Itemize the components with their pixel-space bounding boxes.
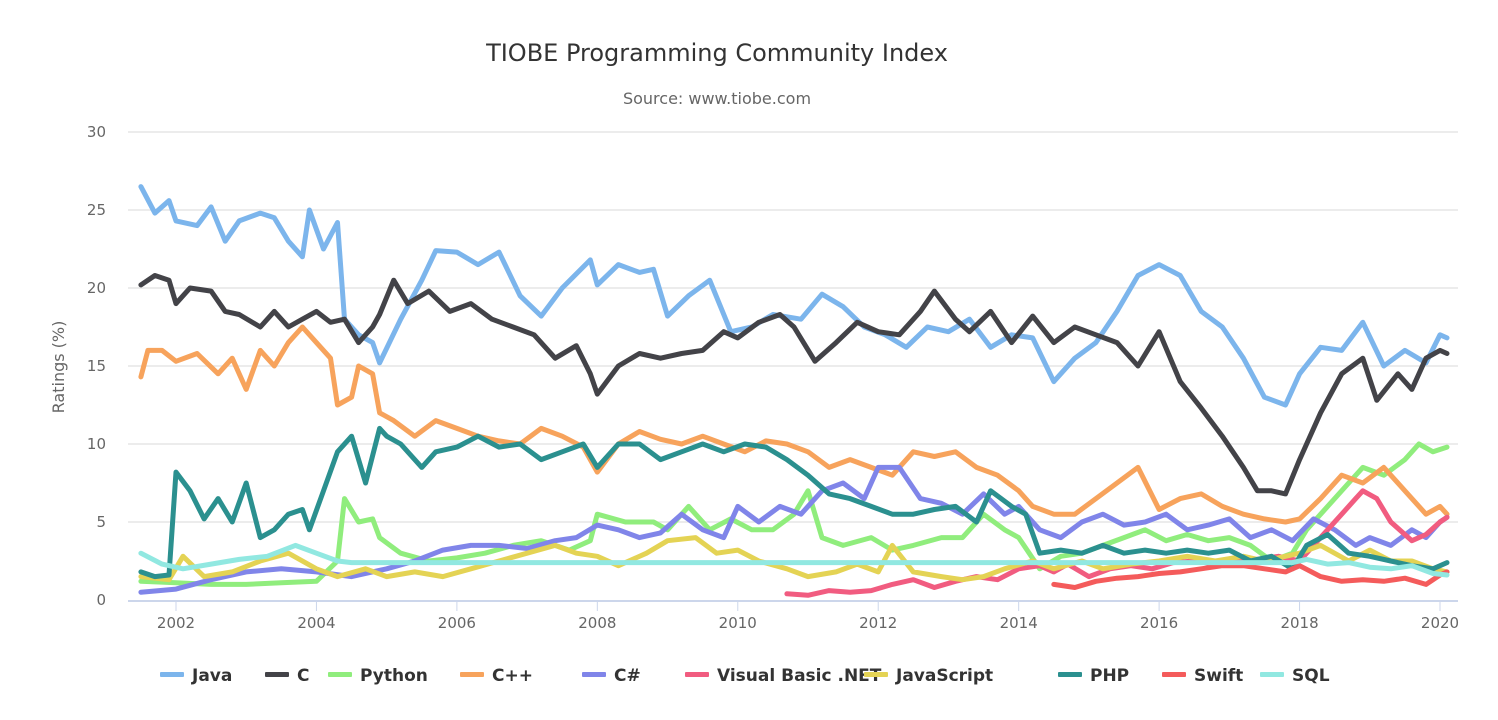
legend-item-c[interactable]: C++ [460,666,533,686]
legend-label: Swift [1194,666,1243,686]
x-tick-label: 2012 [859,614,897,632]
x-tick-label: 2010 [719,614,757,632]
legend-label: C [297,666,309,686]
chart-subtitle: Source: www.tiobe.com [623,89,811,108]
y-tick-label: 0 [96,591,106,609]
legend-swatch [1162,672,1186,677]
legend-swatch [328,672,352,677]
y-tick-label: 30 [87,123,106,141]
legend-label: SQL [1292,666,1330,686]
legend-swatch [864,672,888,677]
legend: Java C Python C++ C# Visual Basic .NET JavaScr… [160,666,1330,686]
legend-item-php[interactable]: PHP [1058,666,1129,686]
y-tick-label: 5 [96,513,106,531]
series-line-java[interactable] [138,184,1450,408]
legend-label: PHP [1090,666,1129,686]
legend-label: Python [360,666,428,686]
legend-label: C# [614,666,641,686]
legend-label: JavaScript [895,666,993,686]
y-tick-label: 20 [87,279,106,297]
series-line-c[interactable] [138,273,1450,497]
x-tick-label: 2002 [157,614,195,632]
legend-label: C++ [492,666,533,686]
legend-swatch [685,672,709,677]
series-line-visual-basic-net[interactable] [784,488,1450,598]
series-line-c[interactable] [138,324,1450,525]
series-line-php[interactable] [138,425,1450,580]
chart-title: TIOBE Programming Community Index [485,39,948,67]
series-group [138,184,1450,598]
x-tick-label: 2004 [297,614,335,632]
legend-swatch [160,672,184,677]
legend-swatch [1058,672,1082,677]
legend-swatch [460,672,484,677]
legend-item-c[interactable]: C# [582,666,641,686]
x-tick-label: 2020 [1421,614,1459,632]
y-axis-ticks: 0 5 10 15 20 25 30 [87,123,106,609]
x-tick-label: 2006 [438,614,476,632]
legend-item-swift[interactable]: Swift [1162,666,1243,686]
legend-item-visual-basic-net[interactable]: Visual Basic .NET [685,666,882,686]
legend-item-javascript[interactable]: JavaScript [864,666,993,686]
legend-item-java[interactable]: Java [160,666,232,686]
legend-item-c[interactable]: C [265,666,309,686]
x-axis: 2002 2004 2006 2008 2010 2012 2014 2016 2018 2020 [128,600,1459,632]
x-tick-label: 2016 [1140,614,1178,632]
x-tick-label: 2018 [1280,614,1318,632]
y-tick-label: 25 [87,201,106,219]
legend-item-python[interactable]: Python [328,666,428,686]
x-tick-label: 2008 [578,614,616,632]
legend-swatch [582,672,606,677]
y-axis-label: Ratings (%) [49,321,68,414]
legend-label: Visual Basic .NET [717,666,882,686]
series-line-swift[interactable] [1051,563,1450,590]
legend-item-sql[interactable]: SQL [1260,666,1330,686]
y-tick-label: 10 [87,435,106,453]
y-tick-label: 15 [87,357,106,375]
series-line-sql[interactable] [138,542,1450,578]
legend-swatch [1260,672,1284,677]
legend-label: Java [191,666,232,686]
series-line-c[interactable] [138,464,1450,595]
x-tick-label: 2014 [1000,614,1038,632]
legend-swatch [265,672,289,677]
